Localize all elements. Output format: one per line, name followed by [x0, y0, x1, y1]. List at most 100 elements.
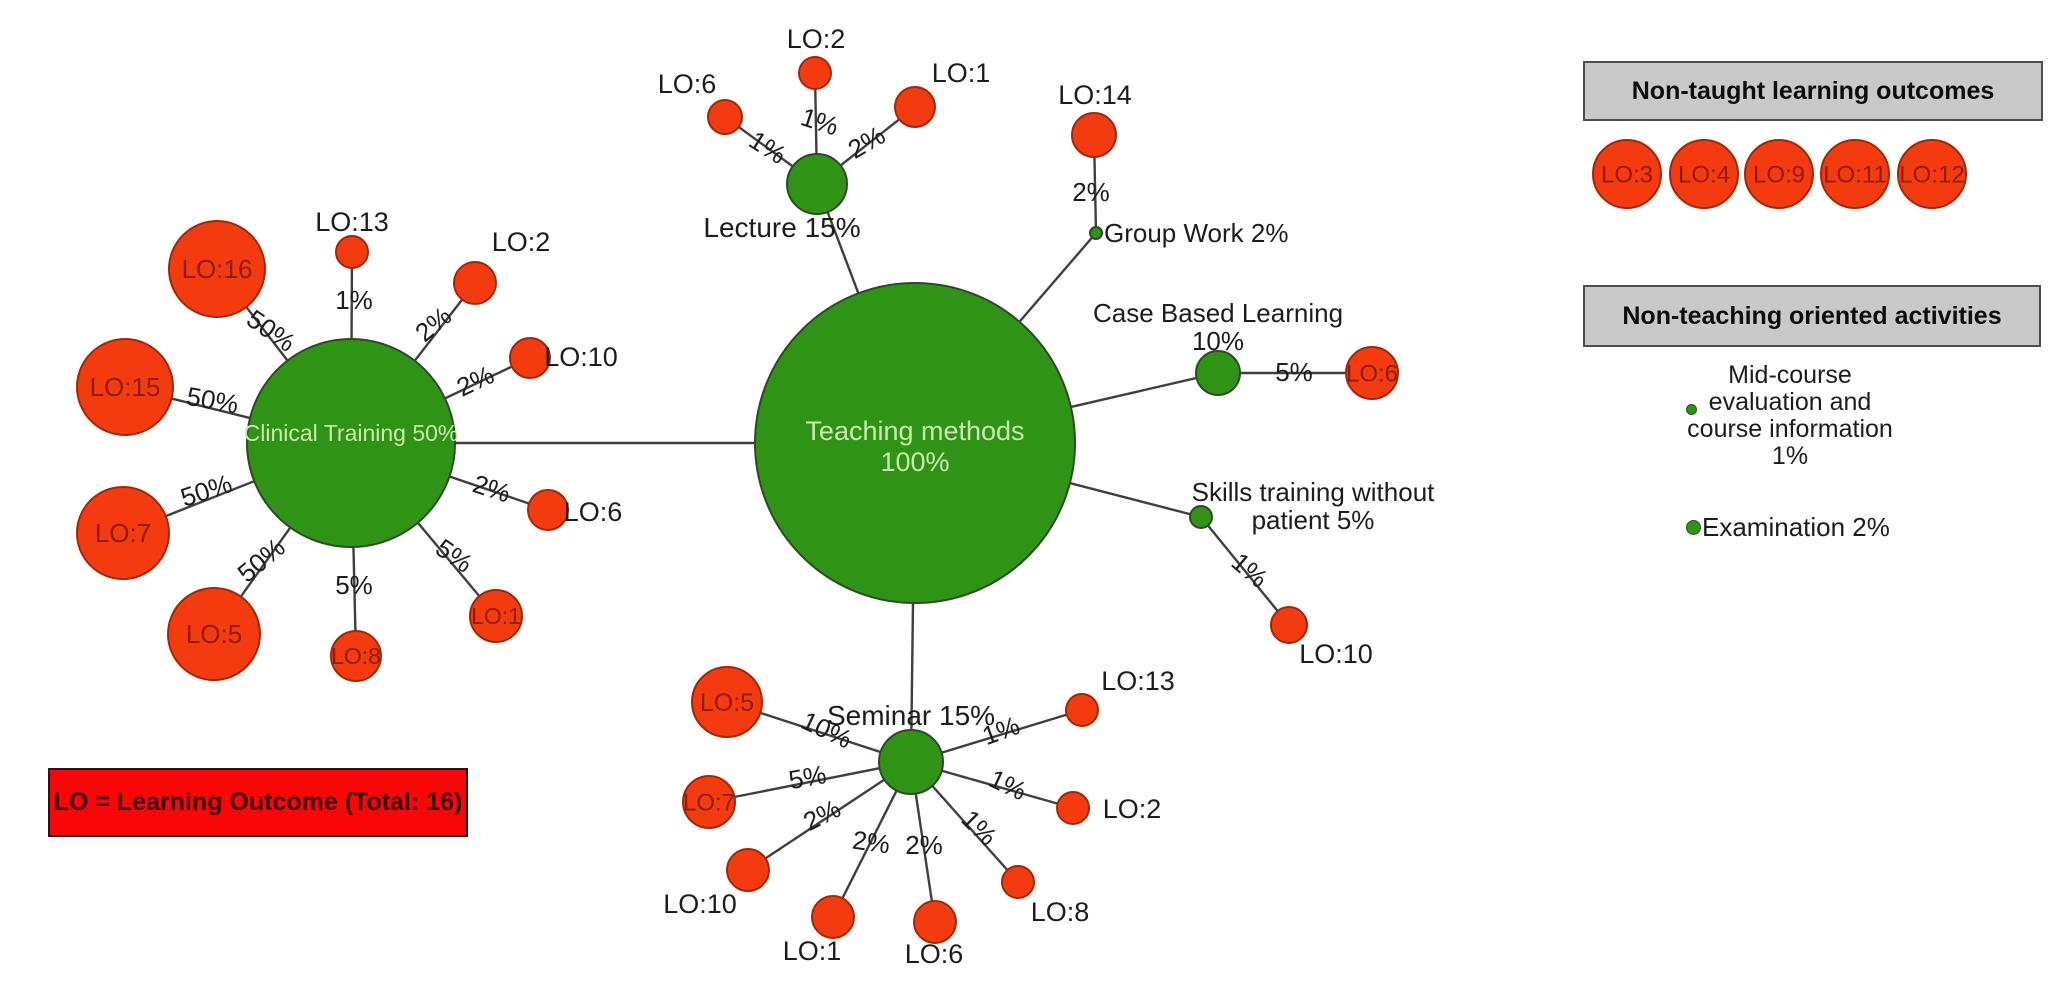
edge-label-lo14-groupwork: 2%	[1072, 177, 1110, 207]
cli-lo10-label: LO:10	[544, 342, 618, 372]
skills-node	[1189, 505, 1213, 529]
teaching-label: Teaching methods 100%	[805, 416, 1024, 477]
cli-lo16-node	[168, 220, 266, 318]
lecture-label: Lecture 15%	[703, 212, 860, 243]
cli-lo6-label: LO:6	[564, 497, 623, 527]
skills-lo10-label: LO:10	[1299, 639, 1373, 669]
nt-lo11-label: LO:11	[1823, 161, 1887, 188]
sem-lo2-label: LO:2	[1103, 794, 1162, 824]
mid-course-line-4: 1%	[1771, 442, 1809, 470]
cli-lo16-label: LO:16	[182, 254, 253, 284]
examination-bullet-dot	[1686, 520, 1701, 535]
edge-seminar-sem-lo7	[708, 760, 912, 804]
lec-lo2-label: LO:2	[787, 24, 846, 54]
edge-label-clinical-cli-lo7: 50%	[177, 468, 236, 513]
examination-item: Examination 2%	[1686, 512, 1890, 543]
lo14-node	[1071, 112, 1117, 158]
lo14-label: LO:14	[1058, 80, 1132, 110]
cli-lo1-label: LO:1	[471, 603, 521, 629]
lec-lo6-label: LO:6	[658, 69, 717, 99]
edge-label-clinical-cli-lo6: 2%	[469, 468, 514, 508]
cli-lo13-node	[335, 235, 369, 269]
groupwork-label: Group Work 2%	[1104, 218, 1288, 248]
edge-label-case-case-lo6: 5%	[1275, 357, 1313, 387]
clinical-node	[246, 338, 456, 548]
nt-lo12-label: LO:12	[1899, 161, 1964, 188]
edge-label-clinical-cli-lo15: 50%	[184, 381, 240, 420]
sem-lo5-label: LO:5	[700, 689, 754, 717]
case-lo6-node	[1345, 346, 1399, 400]
seminar-label: Seminar 15%	[827, 700, 995, 731]
edge-label-seminar-sem-lo8: 1%	[955, 804, 1003, 852]
cli-lo1-node	[469, 589, 523, 643]
edge-skills-skills-lo10	[1200, 516, 1290, 626]
sem-lo6-node	[913, 900, 957, 944]
skills-lo10-node	[1270, 606, 1308, 644]
non-teaching-oriented-activities-header: Non-teaching oriented activities	[1583, 285, 2041, 347]
edge-label-seminar-sem-lo10: 2%	[798, 793, 845, 837]
nt-lo4-label: LO:4	[1678, 161, 1730, 188]
cli-lo2-node	[453, 261, 497, 305]
sem-lo7-node	[682, 775, 736, 829]
sem-lo2-node	[1056, 791, 1090, 825]
cli-lo8-node	[330, 630, 382, 682]
mid-course-line-2: evaluation and	[1708, 388, 1872, 416]
mid-course-bullet-dot	[1686, 404, 1697, 415]
edge-label-seminar-sem-lo2: 1%	[984, 763, 1031, 806]
sem-lo10-node	[726, 848, 770, 892]
cli-lo13-label: LO:13	[315, 207, 389, 237]
nt-lo11-node	[1820, 139, 1890, 209]
edge-label-lecture-lec-lo6: 1%	[744, 125, 792, 170]
edge-label-seminar-sem-lo6: 2%	[905, 830, 943, 860]
nt-lo4-node	[1669, 139, 1739, 209]
cli-lo5-label: LO:5	[186, 619, 242, 649]
cli-lo7-label: LO:7	[95, 518, 151, 548]
edge-label-seminar-sem-lo1: 2%	[851, 825, 892, 860]
edge-label-clinical-cli-lo10: 2%	[452, 359, 499, 402]
non-taught-header-label: Non-taught learning outcomes	[1631, 76, 1995, 105]
sem-lo1-label: LO:1	[783, 936, 842, 966]
nt-lo9-label: LO:9	[1753, 161, 1805, 188]
sem-lo5-node	[691, 666, 763, 738]
lec-lo6-node	[707, 99, 743, 135]
cli-lo2-label: LO:2	[492, 227, 551, 257]
sem-lo8-node	[1001, 865, 1035, 899]
cli-lo5-node	[167, 587, 261, 681]
sem-lo10-label: LO:10	[663, 889, 737, 919]
examination-label: Examination 2%	[1702, 512, 1890, 542]
cli-lo10-node	[509, 337, 551, 379]
cli-lo15-label: LO:15	[90, 372, 161, 402]
edge-label-clinical-cli-lo8: 5%	[335, 570, 373, 600]
mid-course-line-1: Mid-course	[1728, 361, 1852, 389]
non-teaching-header-label: Non-teaching oriented activities	[1622, 301, 2002, 330]
case-node	[1195, 350, 1241, 396]
case-label: Case Based Learning 10%	[1093, 298, 1343, 356]
seminar-node	[878, 729, 944, 795]
edge-label-lecture-lec-lo2: 1%	[797, 101, 842, 141]
cli-lo6-node	[527, 489, 569, 531]
mid-course-line-3: course information	[1687, 415, 1893, 443]
non-taught-learning-outcomes-header: Non-taught learning outcomes	[1583, 61, 2043, 121]
cli-lo8-label: LO:8	[331, 643, 381, 669]
skills-label: Skills training without patient 5%	[1192, 477, 1436, 535]
cli-lo7-node	[76, 486, 170, 580]
edge-label-clinical-cli-lo1: 5%	[430, 533, 478, 579]
mid-course-evaluation-text: Mid-course evaluation and course informa…	[1650, 362, 1930, 470]
clinical-label: Clinical Training 50%	[244, 420, 459, 446]
legend-box: LO = Learning Outcome (Total: 16)	[48, 768, 468, 837]
cli-lo15-node	[76, 338, 174, 436]
groupwork-node	[1089, 226, 1103, 240]
lec-lo1-node	[894, 86, 936, 128]
lecture-node	[786, 153, 848, 215]
edge-label-skills-skills-lo10: 1%	[1226, 547, 1274, 594]
nt-lo3-label: LO:3	[1601, 161, 1653, 188]
lec-lo1-label: LO:1	[932, 58, 991, 88]
sem-lo1-node	[811, 895, 855, 939]
edge-label-clinical-cli-lo2: 2%	[409, 301, 457, 348]
sem-lo13-label: LO:13	[1101, 666, 1175, 696]
nt-lo9-node	[1744, 139, 1814, 209]
legend-label: LO = Learning Outcome (Total: 16)	[53, 788, 463, 816]
case-lo6-label: LO:6	[1346, 360, 1398, 387]
